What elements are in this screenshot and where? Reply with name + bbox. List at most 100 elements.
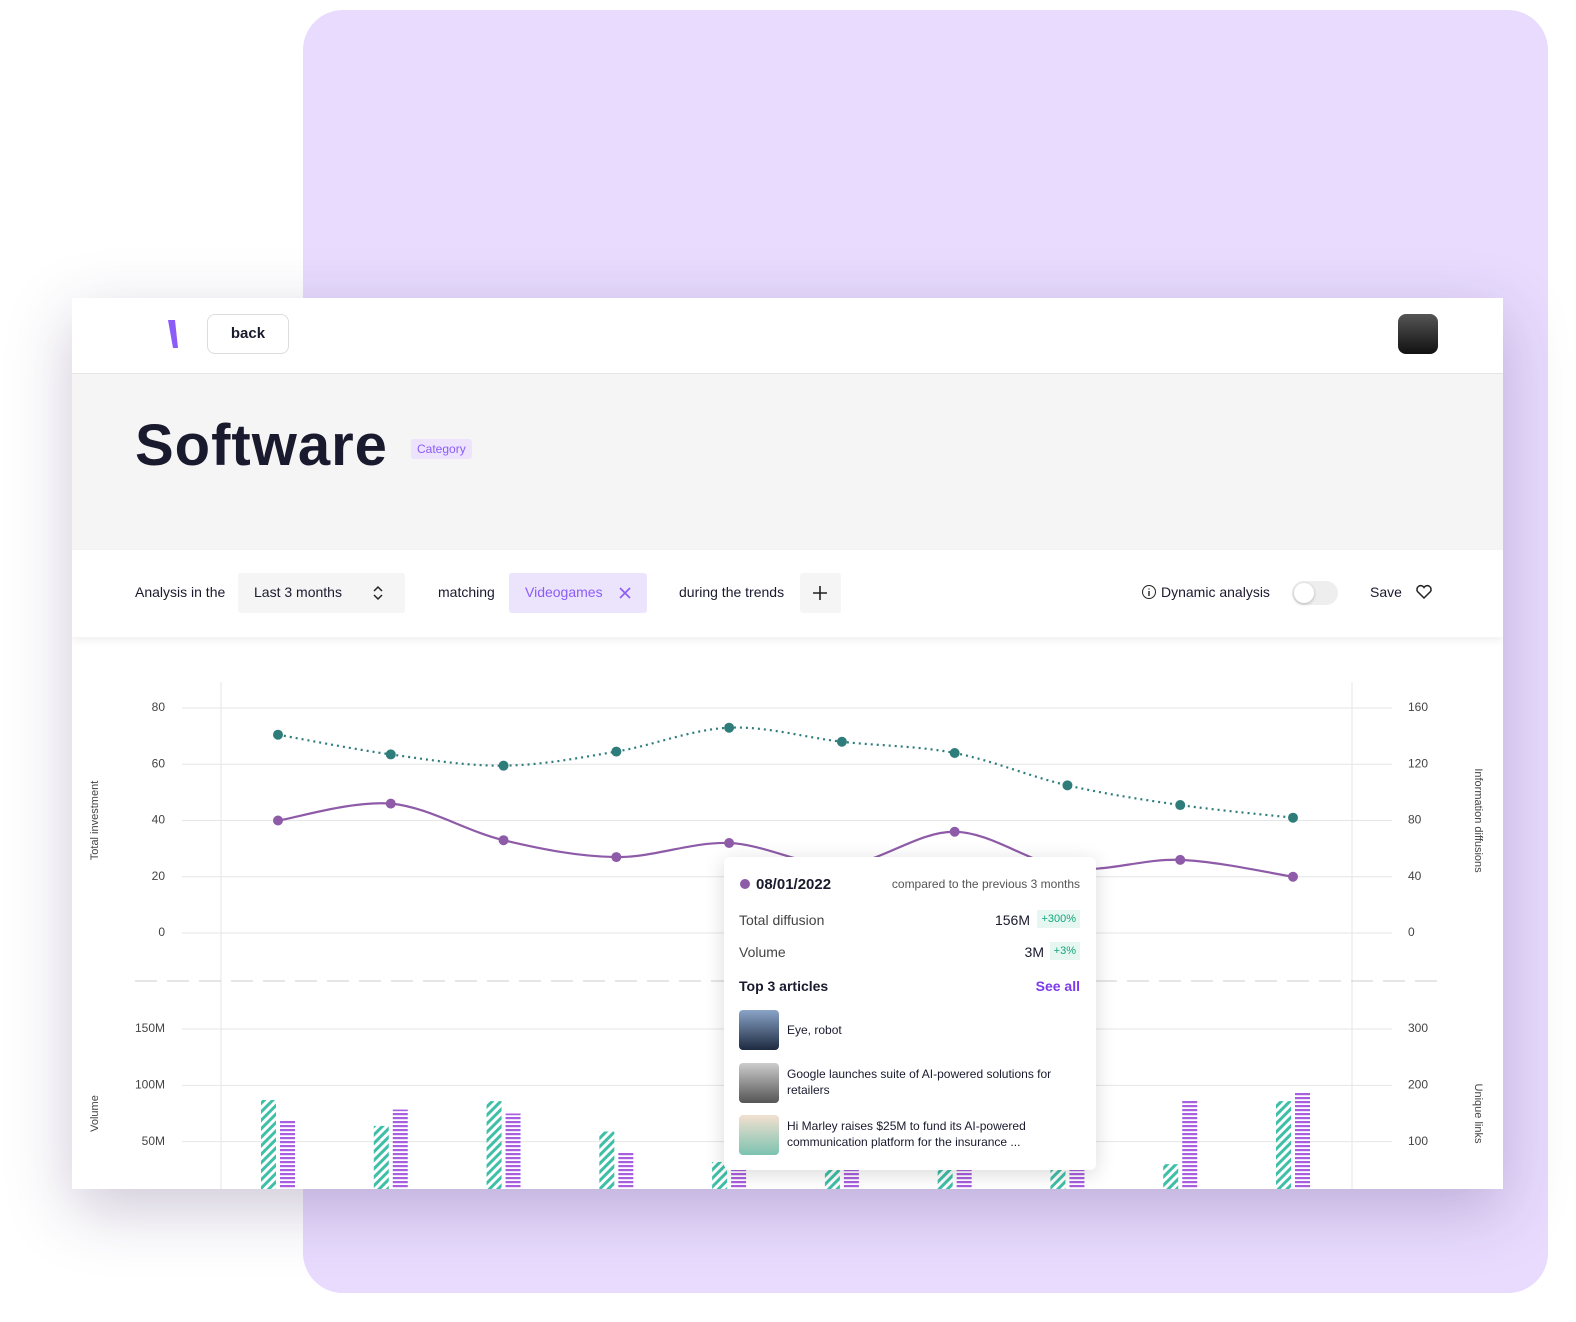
point	[611, 852, 622, 863]
y-tick-label: 40	[152, 813, 166, 827]
point	[1062, 780, 1073, 791]
point	[498, 760, 509, 771]
bar	[843, 1169, 859, 1189]
point	[836, 736, 847, 747]
top-bar: back	[72, 298, 1503, 374]
y-axis-title: Total investment	[89, 781, 101, 860]
bar	[261, 1099, 276, 1189]
y2-axis-title: Information diffusions	[1472, 768, 1484, 873]
row-change: +3%	[1049, 942, 1080, 960]
bar	[1050, 1169, 1066, 1189]
info-icon	[1142, 585, 1156, 599]
bar	[1276, 1101, 1291, 1189]
point	[1175, 800, 1186, 811]
bar	[1069, 1169, 1085, 1189]
add-button[interactable]	[800, 573, 841, 613]
y2-tick-label: 80	[1408, 813, 1422, 827]
app-window: back Software Category Analysis in the L…	[72, 298, 1503, 1189]
heart-icon[interactable]	[1415, 584, 1433, 600]
bar	[599, 1131, 615, 1189]
row-value: 3M	[1024, 944, 1044, 960]
bar	[1295, 1092, 1310, 1189]
y-tick-label: 60	[152, 756, 166, 770]
bar	[392, 1109, 408, 1189]
y2-tick-label: 120	[1408, 756, 1428, 770]
article-thumb[interactable]	[739, 1010, 779, 1050]
article-title[interactable]: Hi Marley raises $25M to fund its AI-pow…	[787, 1119, 1026, 1149]
tooltip-compare: compared to the previous 3 months	[891, 877, 1080, 891]
plus-icon	[813, 586, 827, 600]
point	[385, 798, 396, 809]
hero: Software Category	[72, 374, 1503, 550]
page-title: Software	[135, 413, 388, 478]
point	[1288, 871, 1298, 882]
y-tick-label: 20	[152, 869, 166, 883]
article-thumb[interactable]	[739, 1063, 779, 1103]
row-label: Volume	[739, 944, 786, 960]
tooltip-date: 08/01/2022	[756, 876, 832, 893]
point	[611, 746, 622, 757]
y-axis-title: Volume	[89, 1095, 101, 1132]
series-dot	[740, 879, 750, 889]
point	[949, 748, 960, 758]
bar	[824, 1169, 840, 1189]
y2-tick-label: 160	[1408, 700, 1428, 714]
y-tick-label: 50M	[142, 1134, 165, 1148]
bar	[1182, 1100, 1198, 1189]
tooltip: 08/01/2022 compared to the previous 3 mo…	[724, 857, 1096, 1170]
article-title[interactable]: Eye, robot	[787, 1023, 842, 1037]
y-tick-label: 150M	[135, 1021, 165, 1035]
bar	[505, 1113, 521, 1189]
toggle-label: Dynamic analysis	[1161, 584, 1270, 600]
period-select[interactable]: Last 3 months	[238, 573, 405, 613]
row-value: 156M	[994, 912, 1030, 928]
toggle[interactable]	[1292, 581, 1338, 605]
y2-tick-label: 0	[1408, 925, 1415, 939]
bar	[486, 1101, 502, 1189]
y2-tick-label: 100	[1408, 1134, 1428, 1148]
point	[949, 826, 960, 837]
point	[385, 749, 396, 760]
logo	[168, 320, 178, 348]
row-label: Total diffusion	[739, 912, 825, 928]
bar	[712, 1161, 728, 1189]
y-tick-label: 100M	[135, 1078, 165, 1092]
chip-label: Videogames	[525, 584, 603, 600]
back-button[interactable]: back	[207, 314, 289, 354]
series-line	[277, 726, 1294, 819]
see-all[interactable]: See all	[1035, 978, 1080, 994]
row-change: +300%	[1037, 910, 1080, 928]
point	[273, 729, 283, 740]
y-tick-label: 0	[158, 925, 165, 939]
article-thumb[interactable]	[739, 1115, 779, 1155]
bar	[618, 1152, 634, 1189]
period-value: Last 3 months	[254, 584, 342, 600]
bar	[731, 1169, 747, 1189]
point	[724, 838, 735, 848]
point	[1175, 854, 1186, 865]
chip-remove[interactable]	[618, 586, 632, 600]
bar	[937, 1169, 953, 1189]
select-icon	[373, 585, 383, 601]
y2-axis-title: Unique links	[1472, 1084, 1484, 1144]
point	[1288, 812, 1298, 823]
articles-title: Top 3 articles	[739, 978, 829, 994]
avatar[interactable]	[1398, 314, 1438, 354]
point	[273, 815, 283, 826]
article-title[interactable]: Google launches suite of AI-powered solu…	[787, 1067, 1052, 1097]
y-tick-label: 80	[152, 700, 166, 714]
filter-label: during the trends	[679, 584, 785, 600]
point	[724, 722, 735, 733]
filter-label: matching	[438, 584, 495, 600]
save-label[interactable]: Save	[1370, 584, 1402, 600]
bar	[373, 1125, 389, 1189]
y2-tick-label: 200	[1408, 1078, 1428, 1092]
filter-label: Analysis in the	[135, 584, 226, 600]
y2-tick-label: 40	[1408, 869, 1422, 883]
bar	[1163, 1164, 1179, 1189]
chip[interactable]: Videogames	[509, 573, 647, 613]
y2-tick-label: 300	[1408, 1021, 1428, 1035]
badge: Category	[411, 439, 472, 459]
point	[498, 835, 509, 846]
